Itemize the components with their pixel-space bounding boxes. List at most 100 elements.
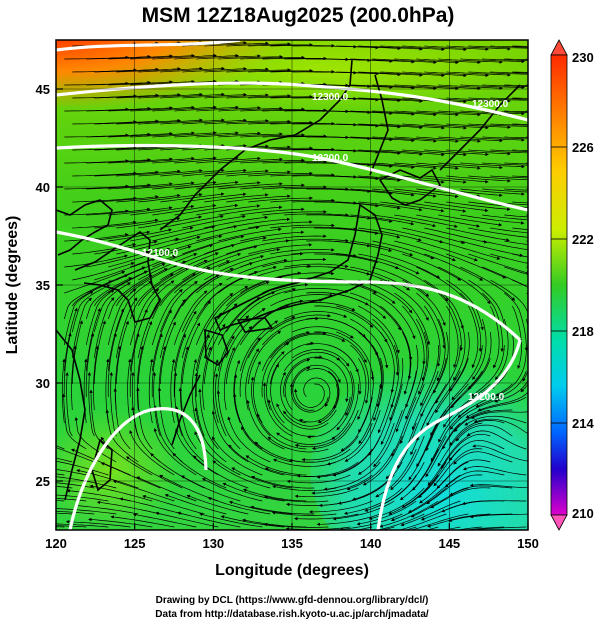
streamline [112, 480, 175, 502]
streamline [270, 293, 334, 307]
streamline [254, 441, 315, 463]
streamline [380, 383, 403, 445]
streamline [152, 180, 217, 190]
streamline [446, 149, 511, 156]
y-axis-ticks: 25 30 35 40 45 [36, 82, 63, 489]
streamline [172, 452, 227, 489]
streamline [160, 266, 211, 307]
streamline [138, 169, 203, 177]
streamline [298, 383, 338, 423]
streamline [72, 274, 129, 307]
streamline [461, 500, 527, 506]
streamline [56, 523, 109, 528]
streamline [132, 513, 197, 528]
streamline [182, 168, 247, 177]
streamline [395, 370, 417, 433]
streamline [425, 422, 461, 478]
streamline [86, 250, 150, 268]
streamline [394, 136, 459, 143]
streamline [270, 70, 336, 74]
streamline [293, 513, 359, 521]
streamline [64, 209, 129, 216]
streamline [362, 435, 403, 486]
streamline [194, 431, 241, 476]
streamline [438, 292, 463, 352]
streamline [56, 469, 87, 476]
lat-lon-grid [56, 40, 528, 530]
streamline [72, 68, 138, 73]
streamline [314, 123, 380, 128]
streamline [94, 170, 159, 177]
streamline [248, 196, 313, 203]
streamline [248, 43, 314, 47]
streamline [56, 473, 65, 476]
streamline [394, 292, 431, 346]
streamline [248, 171, 313, 177]
streamline [284, 358, 311, 411]
streamline [56, 508, 117, 515]
streamline [182, 41, 247, 47]
streamline [174, 225, 238, 242]
streamline [314, 71, 380, 76]
streamline [116, 67, 181, 73]
streamline [108, 54, 173, 60]
streamline [250, 505, 315, 515]
streamline [472, 444, 528, 462]
streamline [148, 358, 154, 424]
streamline [418, 448, 461, 498]
streamline [86, 207, 151, 216]
streamline [357, 357, 367, 421]
streamline [240, 55, 306, 60]
streamline [504, 110, 528, 112]
streamline [449, 420, 505, 446]
streamline [292, 349, 350, 367]
streamline [186, 494, 249, 515]
streamline [86, 54, 152, 60]
streamline [380, 71, 445, 78]
streamline [240, 107, 306, 112]
streamline [512, 97, 528, 99]
streamline [182, 92, 247, 99]
streamline [446, 97, 511, 103]
streamline [402, 123, 467, 130]
streamline [151, 289, 183, 346]
streamline [490, 227, 528, 234]
streamline [218, 281, 270, 320]
streamline [336, 253, 400, 270]
streamline [130, 204, 195, 216]
streamline [137, 320, 153, 385]
streamline [198, 388, 219, 450]
streamline [218, 132, 283, 138]
streamline [465, 396, 527, 419]
streamline [438, 110, 503, 116]
streamline [182, 252, 242, 281]
streamline [424, 71, 489, 78]
streamline [394, 162, 459, 170]
streamline [180, 346, 189, 411]
streamline [226, 170, 291, 177]
streamline [372, 136, 437, 143]
streamline [240, 287, 297, 320]
streamline [239, 337, 261, 398]
streamline [93, 320, 106, 385]
streamline [86, 106, 152, 112]
colorbar-tick-label: 226 [572, 140, 594, 155]
streamline [358, 149, 423, 156]
streamline [490, 45, 528, 48]
streamline [242, 488, 307, 502]
streamline [468, 175, 528, 181]
streamline [174, 156, 239, 164]
streamline [269, 341, 314, 385]
streamline [440, 433, 491, 469]
streamline [512, 149, 528, 151]
streamline [86, 80, 152, 86]
streamline [226, 291, 276, 333]
streamline [164, 493, 227, 515]
geopotential-contours [56, 40, 528, 530]
streamline [336, 45, 402, 51]
streamline [399, 383, 425, 445]
streamline [218, 106, 284, 112]
streamline [424, 201, 489, 213]
streamline [449, 439, 505, 461]
streamline [303, 377, 331, 408]
